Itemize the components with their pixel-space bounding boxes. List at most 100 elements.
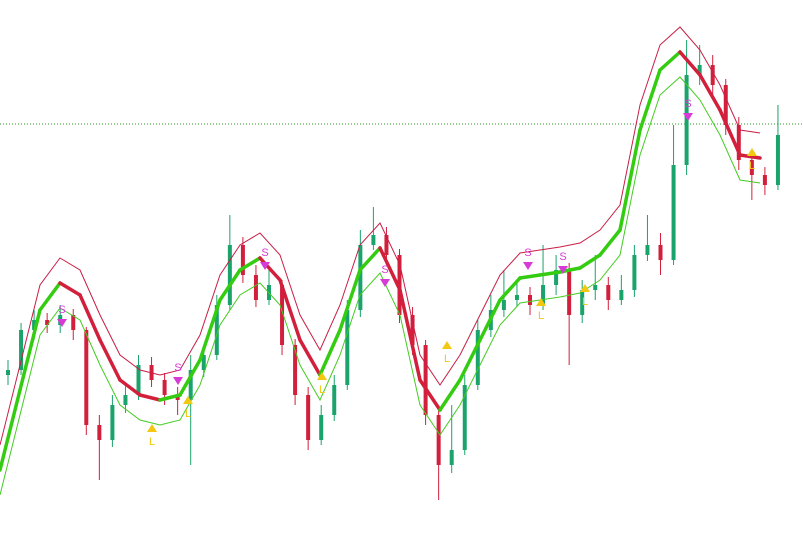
- candle-body: [319, 415, 324, 440]
- candle-body: [332, 385, 337, 415]
- sell-arrow: [558, 266, 568, 274]
- mid-line-segment: [138, 393, 162, 402]
- buy-label: L: [538, 310, 544, 322]
- candle-body: [749, 160, 754, 175]
- buy-label: L: [319, 384, 325, 396]
- sell-label: S: [684, 98, 691, 110]
- sell-arrow: [380, 279, 390, 287]
- mid-line-segment: [198, 298, 222, 362]
- candle-body: [593, 285, 598, 290]
- candle-body: [162, 380, 167, 395]
- candle-body: [201, 355, 206, 370]
- candle-body: [84, 330, 89, 425]
- candle-body: [240, 245, 245, 275]
- candle-body: [528, 295, 532, 305]
- candle-body: [123, 395, 128, 405]
- candle-body: [6, 370, 10, 375]
- buy-label: L: [582, 296, 588, 308]
- buy-arrow: [747, 148, 757, 156]
- lower-band: [0, 76, 761, 496]
- candle-body: [71, 315, 76, 330]
- buy-arrow: [442, 341, 452, 349]
- buy-label: L: [185, 408, 191, 420]
- buy-label: L: [149, 436, 155, 448]
- mid-line-segment: [98, 338, 122, 382]
- sell-label: S: [559, 251, 566, 263]
- sell-arrow: [173, 377, 183, 385]
- buy-label: L: [444, 353, 450, 365]
- candle-body: [175, 395, 180, 400]
- buy-label: L: [749, 160, 755, 172]
- buy-arrow: [580, 284, 590, 292]
- buy-arrow: [183, 396, 193, 404]
- mid-line-segment: [238, 256, 262, 272]
- candle-body: [371, 235, 376, 245]
- candle-body: [658, 245, 663, 260]
- candle-body: [671, 165, 676, 260]
- candle-body: [632, 255, 637, 290]
- candle-body: [45, 320, 50, 325]
- candle-body: [253, 275, 258, 300]
- candle-body: [280, 285, 285, 345]
- mid-line-segment: [498, 276, 522, 302]
- mid-line-segment: [738, 153, 762, 160]
- candle-body: [514, 295, 519, 300]
- mid-line-segment: [0, 388, 22, 472]
- mid-line-segment: [638, 68, 662, 132]
- sell-label: S: [524, 247, 531, 259]
- candle-body: [410, 315, 415, 345]
- mid-line-segment: [278, 278, 302, 342]
- mid-line-segment: [618, 128, 642, 232]
- mid-line-segment: [538, 270, 562, 277]
- mid-line-segment: [398, 288, 422, 382]
- mid-line-segment: [418, 378, 442, 412]
- mid-line-segment: [478, 298, 502, 342]
- candle-body: [567, 270, 572, 315]
- candle-body: [136, 365, 141, 395]
- candle-body: [358, 245, 363, 310]
- upper-band: [0, 26, 761, 446]
- mid-line-segment: [658, 50, 682, 72]
- candle-body: [710, 65, 715, 85]
- candle-body: [684, 75, 689, 165]
- mid-line-segment: [298, 338, 322, 377]
- mid-line-segment: [518, 273, 542, 280]
- candle-body: [775, 135, 780, 185]
- mid-line-segment: [38, 281, 62, 312]
- candle-body: [697, 65, 702, 75]
- mid-line-segment: [118, 378, 142, 397]
- candle-body: [423, 345, 428, 415]
- candle-body: [619, 290, 624, 300]
- candle-body: [188, 370, 193, 400]
- candle-body: [227, 245, 232, 305]
- candle-body: [736, 125, 741, 160]
- mid-line-segment: [58, 281, 82, 297]
- mid-line-segment: [218, 268, 242, 302]
- mid-line-segment: [578, 253, 602, 270]
- mid-line-segment: [598, 228, 622, 257]
- mid-line-segment: [678, 50, 702, 77]
- candle-body: [501, 300, 506, 310]
- candle-body: [110, 405, 115, 440]
- mid-line-segment: [158, 393, 182, 402]
- candle-body: [306, 395, 311, 440]
- sell-arrow: [57, 319, 67, 327]
- candle-body: [723, 85, 728, 125]
- candle-body: [293, 345, 298, 395]
- candle-body: [645, 245, 650, 255]
- mid-line-segment: [318, 328, 342, 377]
- candle-body: [449, 450, 454, 465]
- candle-body: [462, 385, 467, 450]
- mid-line-segment: [378, 246, 402, 292]
- sell-label: S: [58, 304, 65, 316]
- mid-line-segment: [358, 246, 382, 272]
- candle-body: [762, 175, 767, 185]
- mid-line-segment: [258, 256, 282, 282]
- candle-body: [97, 425, 102, 440]
- mid-line-segment: [698, 73, 722, 112]
- candle-body: [214, 305, 219, 355]
- mid-line-segment: [718, 108, 742, 157]
- buy-arrow: [147, 424, 157, 432]
- mid-line-segment: [78, 293, 102, 342]
